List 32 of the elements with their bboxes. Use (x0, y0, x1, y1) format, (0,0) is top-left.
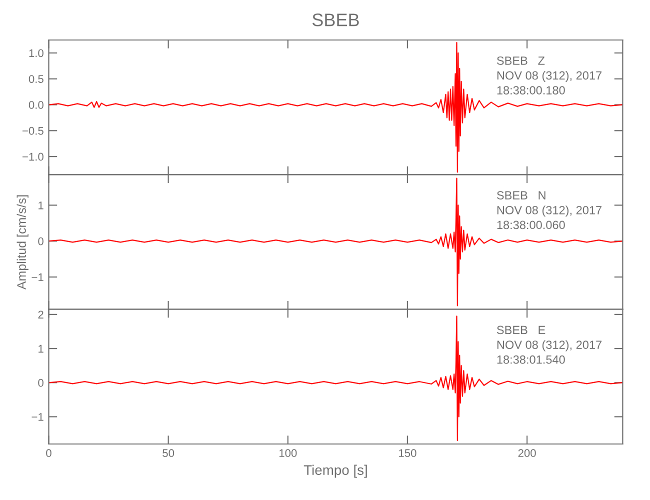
annotation: 18:38:00.060 (497, 220, 565, 230)
y-tick-label: −1.0 (22, 152, 44, 161)
annotation: SBEB N (496, 191, 546, 200)
line-series (48, 178, 623, 306)
annotation: 18:38:01.540 (497, 355, 565, 364)
annotation: NOV 08 (312), 2017 (497, 340, 602, 352)
line-series (48, 42, 623, 173)
y-tick-label: 2 (38, 310, 44, 318)
y-tick-label: 0 (38, 378, 44, 387)
x-tick-label: 100 (279, 449, 297, 458)
x-tick-label: 0 (46, 449, 52, 458)
annotation: SBEB E (496, 326, 546, 334)
line-series (48, 316, 623, 442)
y-tick-label: −1 (32, 413, 44, 421)
annotation: NOV 08 (312), 2017 (497, 206, 602, 217)
chart-title: SBEB (312, 14, 359, 26)
annotation: 18:38:00.180 (497, 86, 565, 94)
x-axis-title: Tiempo [s] (304, 464, 367, 478)
annotation: SBEB Z (496, 56, 545, 65)
y-axis-title: Amplitud [cm/s/s] (16, 195, 28, 290)
y-tick-label: 0.5 (28, 75, 44, 83)
x-tick-label: 200 (518, 449, 536, 458)
y-tick-label: 1 (38, 344, 44, 353)
annotation: NOV 08 (312), 2017 (497, 70, 602, 82)
y-tick-label: 1 (38, 202, 44, 210)
y-tick-label: 0 (38, 237, 44, 246)
y-tick-label: −1 (32, 273, 44, 282)
y-tick-label: −0.5 (22, 126, 44, 135)
y-tick-label: 0.0 (28, 101, 44, 109)
x-tick-label: 50 (162, 449, 174, 458)
y-tick-label: 1.0 (29, 49, 44, 58)
x-tick-label: 150 (399, 449, 416, 458)
